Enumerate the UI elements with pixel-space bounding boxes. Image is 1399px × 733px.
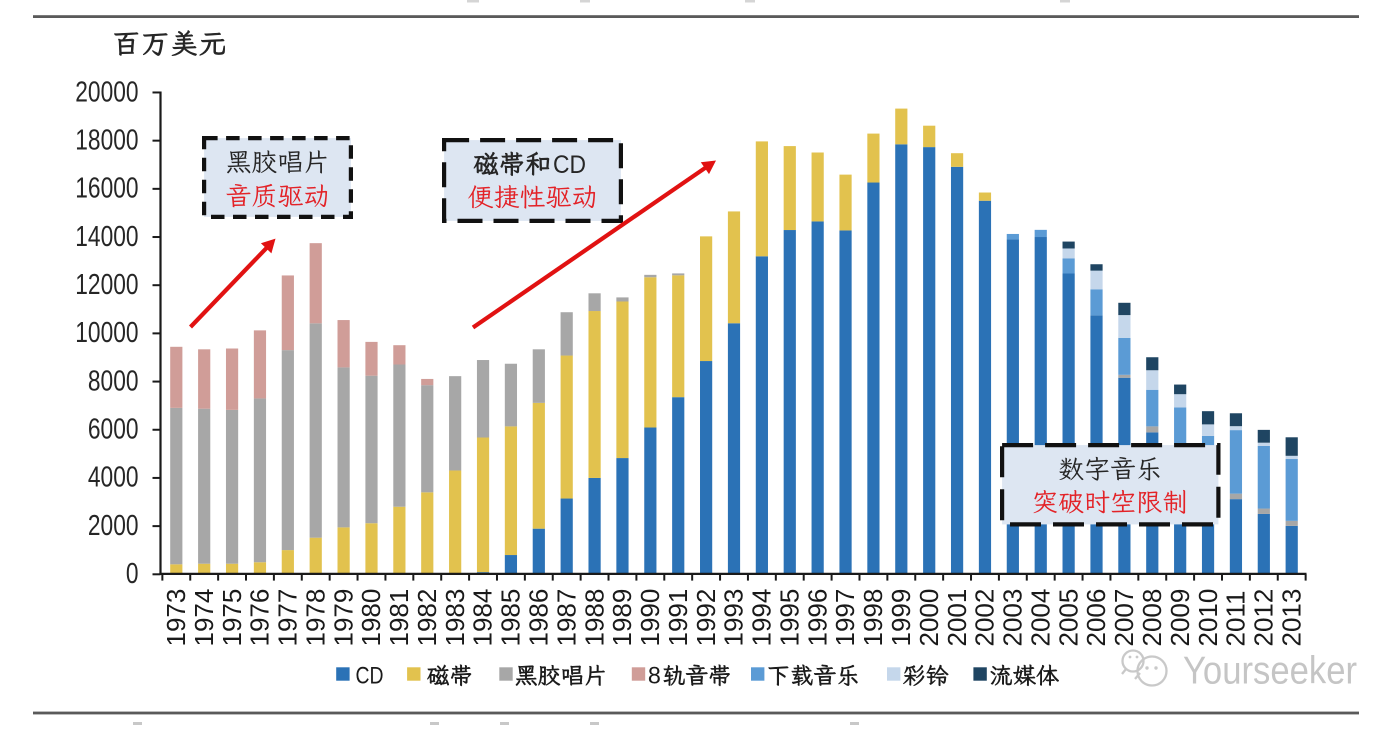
- svg-text:1984: 1984: [468, 589, 498, 647]
- svg-text:2003: 2003: [998, 589, 1028, 647]
- svg-text:1974: 1974: [189, 589, 219, 647]
- svg-text:2004: 2004: [1025, 589, 1055, 647]
- svg-text:便捷性驱动: 便捷性驱动: [467, 180, 597, 214]
- svg-text:2008: 2008: [1137, 589, 1167, 647]
- svg-text:1987: 1987: [551, 589, 581, 647]
- svg-text:1988: 1988: [579, 589, 609, 647]
- svg-text:CD: CD: [553, 151, 586, 179]
- svg-text:1995: 1995: [774, 589, 804, 647]
- svg-text:8000: 8000: [88, 365, 139, 397]
- svg-text:1986: 1986: [524, 589, 554, 647]
- svg-text:0: 0: [126, 558, 139, 590]
- svg-text:1979: 1979: [328, 589, 358, 647]
- svg-text:2001: 2001: [942, 589, 972, 647]
- svg-text:20000: 20000: [75, 76, 138, 108]
- svg-text:2006: 2006: [1081, 589, 1111, 647]
- svg-text:CD: CD: [356, 663, 384, 690]
- svg-text:2009: 2009: [1165, 589, 1195, 647]
- svg-text:1998: 1998: [858, 589, 888, 647]
- svg-text:14000: 14000: [75, 221, 138, 253]
- svg-text:1983: 1983: [440, 589, 470, 647]
- svg-text:黑胶唱片: 黑胶唱片: [515, 660, 608, 691]
- svg-text:1980: 1980: [356, 589, 386, 647]
- svg-text:16000: 16000: [75, 173, 138, 205]
- svg-text:1990: 1990: [635, 589, 665, 647]
- svg-text:流媒体: 流媒体: [990, 660, 1060, 691]
- svg-text:1996: 1996: [802, 589, 832, 647]
- svg-text:1992: 1992: [691, 589, 721, 647]
- svg-text:彩铃: 彩铃: [903, 660, 949, 691]
- svg-text:2007: 2007: [1109, 589, 1139, 647]
- svg-text:1985: 1985: [496, 589, 526, 647]
- svg-text:1993: 1993: [719, 589, 749, 647]
- svg-text:2002: 2002: [970, 589, 1000, 647]
- svg-text:1994: 1994: [747, 589, 777, 647]
- svg-text:2000: 2000: [914, 589, 944, 647]
- svg-text:1999: 1999: [886, 589, 916, 647]
- svg-text:2010: 2010: [1193, 589, 1223, 647]
- svg-text:10000: 10000: [75, 317, 138, 349]
- svg-text:12000: 12000: [75, 269, 138, 301]
- svg-text:1989: 1989: [607, 589, 637, 647]
- svg-text:2005: 2005: [1053, 589, 1083, 647]
- svg-text:1982: 1982: [412, 589, 442, 647]
- svg-text:黑胶唱片: 黑胶唱片: [225, 145, 329, 179]
- svg-text:2011: 2011: [1221, 591, 1251, 647]
- svg-text:1978: 1978: [300, 589, 330, 647]
- svg-text:1977: 1977: [273, 589, 303, 647]
- svg-text:Yourseeker: Yourseeker: [1183, 650, 1357, 693]
- svg-text:1973: 1973: [161, 589, 191, 647]
- svg-text:2012: 2012: [1249, 589, 1279, 647]
- svg-text:数字音乐: 数字音乐: [1058, 452, 1162, 486]
- svg-text:下载音乐: 下载音乐: [767, 660, 860, 691]
- svg-text:1981: 1981: [384, 589, 414, 647]
- svg-text:1976: 1976: [245, 589, 275, 647]
- svg-text:2013: 2013: [1276, 589, 1306, 647]
- svg-text:磁带: 磁带: [427, 660, 473, 691]
- svg-text:磁带和: 磁带和: [473, 147, 551, 181]
- svg-text:1975: 1975: [217, 589, 247, 647]
- svg-text:1997: 1997: [830, 589, 860, 647]
- svg-text:2000: 2000: [88, 510, 139, 542]
- svg-text:6000: 6000: [88, 414, 139, 446]
- svg-text:18000: 18000: [75, 124, 138, 156]
- svg-text:1991: 1991: [663, 589, 693, 647]
- svg-text:音质驱动: 音质驱动: [225, 179, 329, 213]
- svg-text:轨音带: 轨音带: [662, 660, 732, 691]
- svg-text:突破时空限制: 突破时空限制: [1032, 485, 1188, 519]
- svg-text:8: 8: [648, 663, 661, 690]
- svg-text:百万美元: 百万美元: [113, 24, 228, 61]
- svg-text:4000: 4000: [88, 462, 139, 494]
